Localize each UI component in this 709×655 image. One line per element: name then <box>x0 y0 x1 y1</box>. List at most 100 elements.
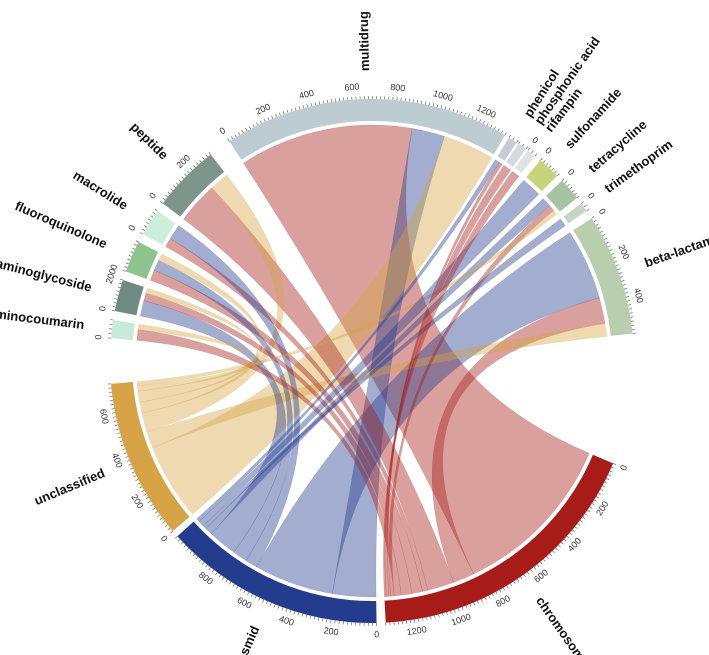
segment-arc-phenicol <box>497 137 517 161</box>
ribbon-macrolide-to-plasmid <box>169 225 300 568</box>
tick-mark-chromosome <box>430 616 432 620</box>
tick-mark-multidrug <box>322 100 324 104</box>
tick-mark-unclassified <box>159 517 163 521</box>
tick-mark-chromosome <box>589 506 593 509</box>
tick-mark-tetracycline <box>576 195 580 199</box>
tick-mark-chromosome <box>593 499 597 502</box>
tick-mark-peptide <box>187 170 190 174</box>
tick-mark-chromosome <box>520 576 523 580</box>
tick-mark-chromosome <box>422 618 424 622</box>
tick-mark-chromosome <box>611 466 615 469</box>
tick-mark-multidrug <box>452 108 455 112</box>
tick-mark-beta-lactam <box>624 292 629 294</box>
tick-mark-trimethoprim <box>586 208 590 211</box>
tick-mark-chromosome <box>506 585 509 589</box>
tick-mark-chromosome <box>477 600 479 604</box>
tick-mark-chromosome <box>587 509 590 513</box>
tick-mark-beta-lactam <box>600 230 604 233</box>
tick-label-plasmid: 0 <box>374 629 379 639</box>
tick-mark-multidrug <box>237 132 241 135</box>
tick-mark-multidrug <box>416 99 418 103</box>
tick-mark-macrolide <box>154 208 158 211</box>
tick-mark-plasmid <box>273 604 276 608</box>
tick-mark-plasmid <box>222 577 225 580</box>
segment-label-peptide: peptide <box>128 119 171 162</box>
tick-mark-fluoroquinolone <box>135 240 139 243</box>
tick-mark-beta-lactam <box>621 280 625 282</box>
tick-mark-plasmid <box>186 548 189 551</box>
tick-mark-chromosome <box>607 474 611 477</box>
tick-mark-beta-lactam <box>627 304 631 306</box>
ribbon-peptide-to-chromosome <box>183 187 455 591</box>
tick-mark-multidrug <box>471 115 474 119</box>
tick-mark-plasmid <box>326 619 328 623</box>
tick-mark-macrolide <box>150 215 154 218</box>
tick-mark-unclassified <box>170 530 173 534</box>
tick-label-aminoglycoside: 200 <box>104 267 118 284</box>
tick-label-peptide: 200 <box>174 153 192 171</box>
tick-mark-plasmid <box>322 618 324 622</box>
tick-mark-trimethoprim <box>583 204 587 208</box>
tick-mark-chromosome <box>469 603 472 607</box>
tick-mark-plasmid <box>301 613 304 617</box>
tick-mark-sulfonamide <box>557 173 560 176</box>
tick-mark-plasmid <box>239 588 242 591</box>
tick-mark-unclassified <box>145 497 149 500</box>
tick-mark-multidrug <box>256 122 259 126</box>
tick-mark-unclassified <box>167 527 171 531</box>
tick-label-multidrug: 1000 <box>432 88 454 103</box>
segment-arc-sulfonamide <box>526 160 558 192</box>
tick-label-chromosome: 400 <box>566 536 584 554</box>
segment-arc-plasmid <box>177 521 377 623</box>
tick-mark-multidrug <box>302 105 304 109</box>
tick-mark-multidrug <box>467 114 470 118</box>
tick-mark-multidrug <box>298 106 301 110</box>
tick-mark-beta-lactam <box>617 268 621 270</box>
tick-label-chromosome: 600 <box>532 567 550 584</box>
tick-mark-chromosome <box>552 550 555 554</box>
tick-mark-trimethoprim <box>581 201 584 204</box>
tick-label-unclassified: 0 <box>159 533 170 543</box>
tick-mark-plasmid <box>250 594 253 597</box>
tick-label-rifampin: 0 <box>530 135 540 146</box>
tick-mark-plasmid <box>202 562 205 565</box>
ribbon-aminocoumarin-to-chromosome <box>136 329 402 597</box>
tick-mark-chromosome <box>555 547 558 551</box>
tick-mark-plasmid <box>254 595 257 599</box>
ribbon-aminoglycoside-to-plasmid <box>140 300 287 553</box>
tick-mark-beta-lactam <box>598 227 601 230</box>
tick-mark-beta-lactam <box>607 245 611 248</box>
tick-mark-chromosome <box>461 606 464 610</box>
tick-label-multidrug: 1200 <box>475 103 497 120</box>
tick-mark-sulfonamide <box>543 160 546 163</box>
tick-mark-beta-lactam <box>611 252 615 255</box>
tick-mark-chromosome <box>492 593 494 597</box>
tick-mark-multidrug <box>282 111 285 115</box>
tick-mark-multidrug <box>504 132 507 136</box>
tick-mark-chromosome <box>584 513 588 516</box>
segment-arc-layer <box>110 98 633 623</box>
tick-mark-peptide <box>181 176 184 180</box>
tick-mark-macrolide <box>148 218 152 221</box>
tick-mark-macrolide <box>140 232 143 235</box>
tick-mark-chromosome <box>577 523 581 526</box>
tick-label-chromosome: 1000 <box>450 611 472 627</box>
tick-mark-peptide <box>202 157 205 160</box>
tick-mark-plasmid <box>192 553 196 557</box>
tick-mark-fluoroquinolone <box>128 255 132 257</box>
tick-mark-chromosome <box>566 535 570 539</box>
tick-mark-unclassified <box>131 471 135 474</box>
tick-mark-plasmid <box>305 614 308 618</box>
ribbon-beta-lactam-to-unclassified <box>146 323 607 449</box>
ribbon-fluoroquinolone-to-plasmid <box>153 259 293 561</box>
tick-label-aminocoumarin: 0 <box>93 334 103 340</box>
tick-mark-plasmid <box>225 579 228 583</box>
tick-mark-unclassified <box>128 463 132 466</box>
tick-mark-multidrug <box>271 115 273 119</box>
tick-mark-tetracycline <box>561 178 565 181</box>
tick-mark-beta-lactam <box>628 308 632 310</box>
tick-mark-chromosome <box>527 571 530 575</box>
segment-arc-trimethoprim <box>563 203 587 224</box>
tick-label-unclassified: 400 <box>110 451 125 469</box>
tick-mark-chromosome <box>533 566 536 570</box>
